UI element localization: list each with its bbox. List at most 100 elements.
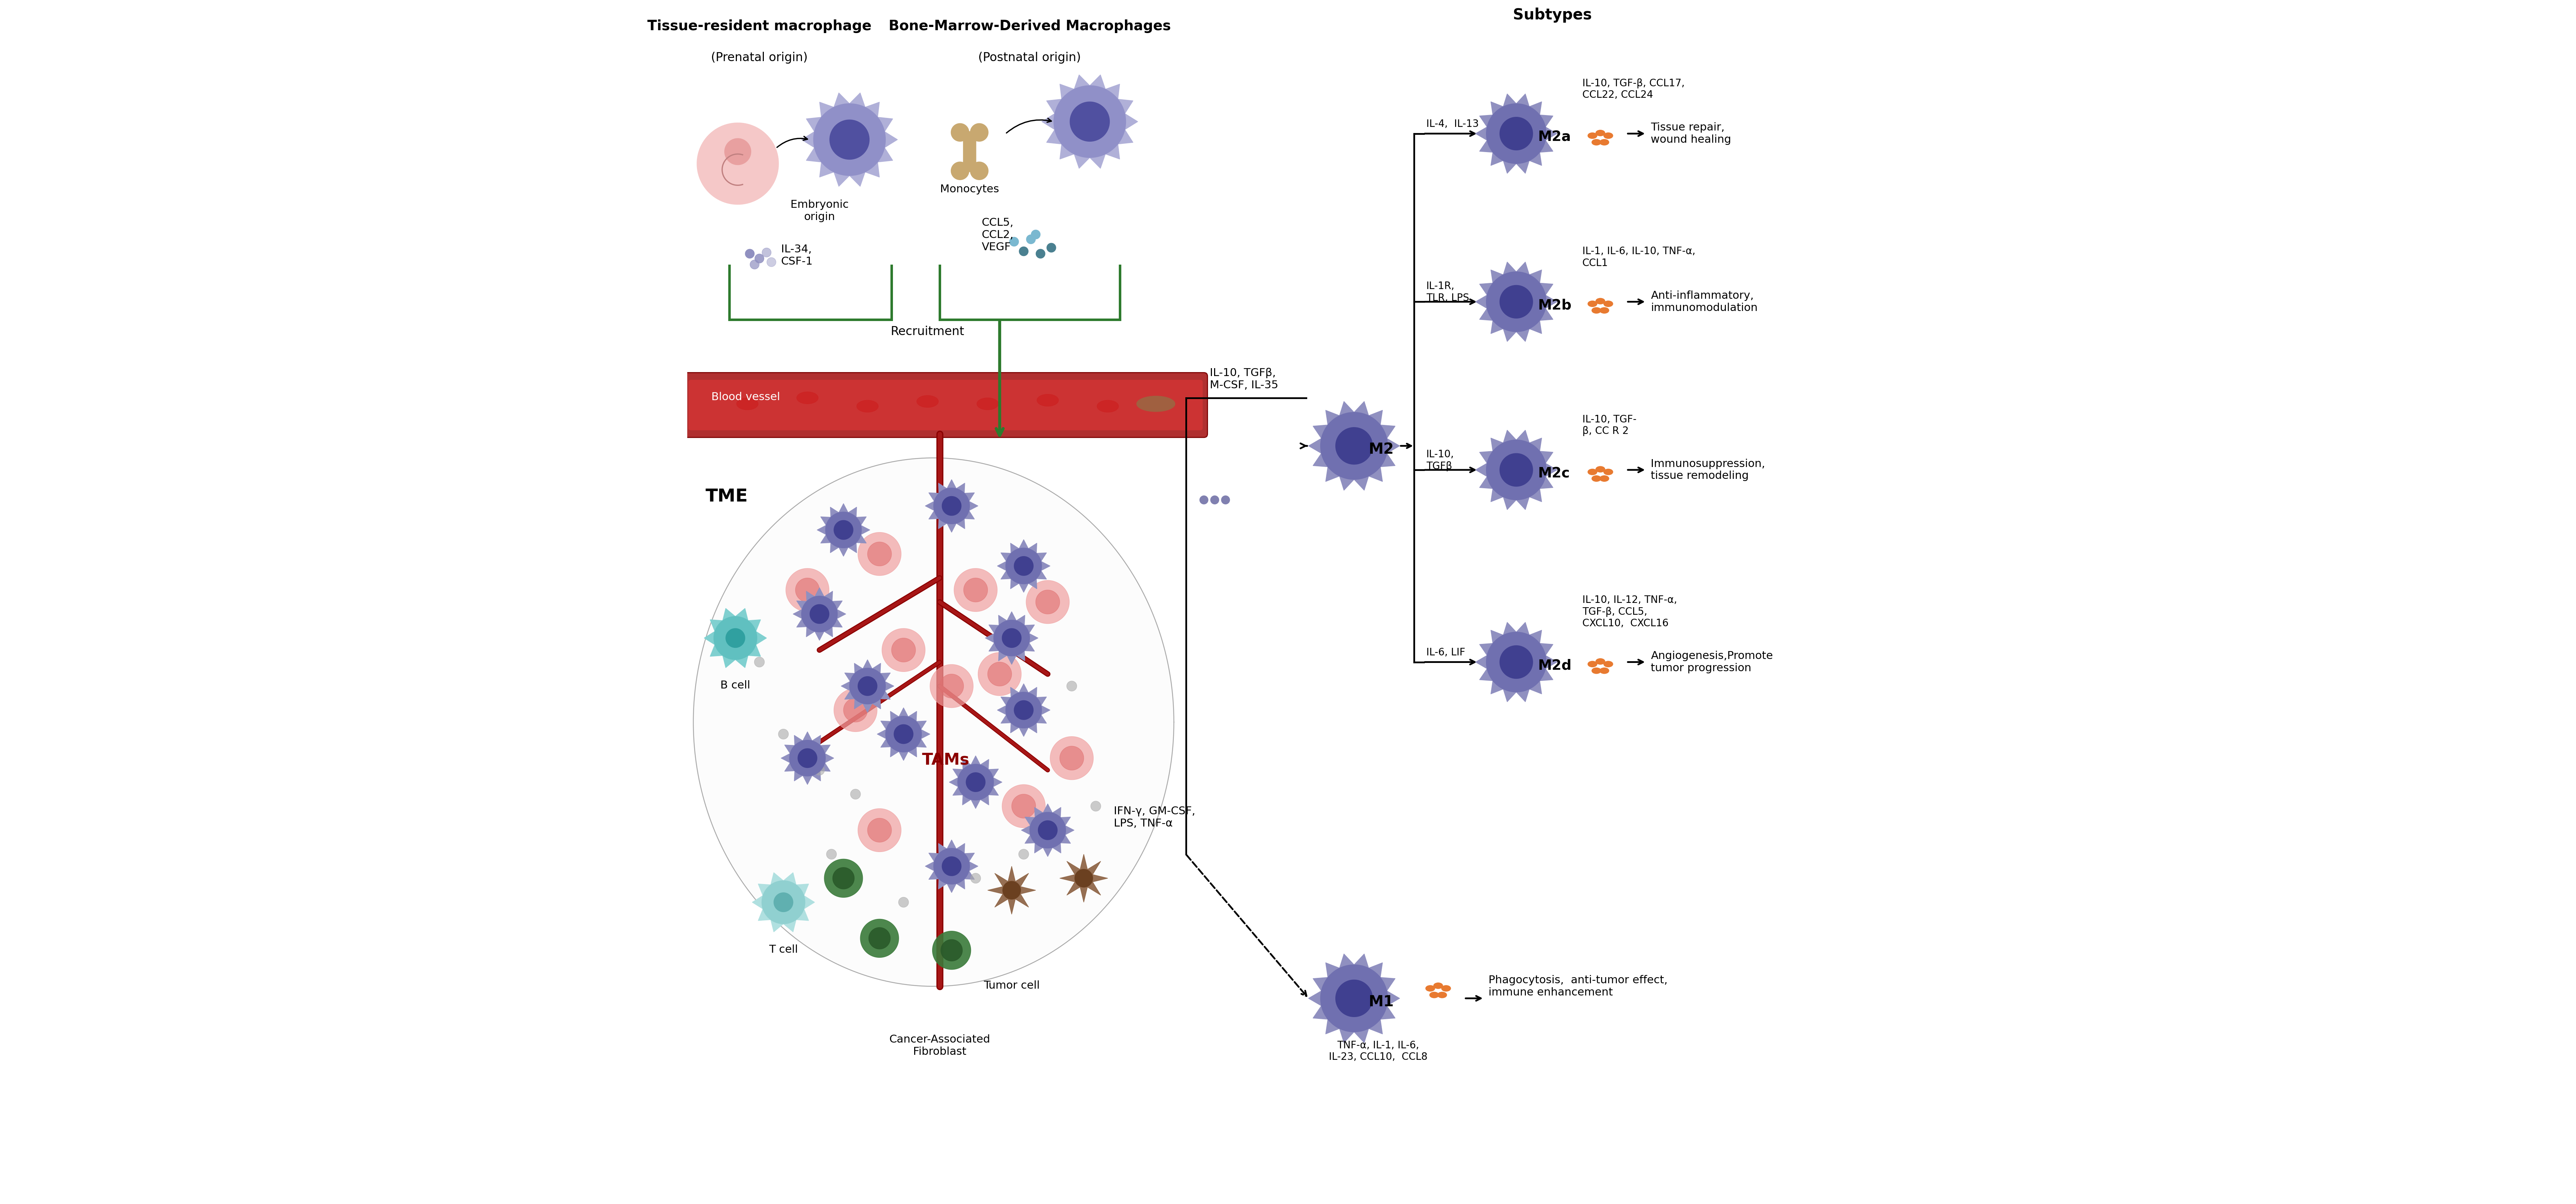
Ellipse shape <box>1595 466 1605 472</box>
FancyBboxPatch shape <box>683 372 1208 437</box>
Polygon shape <box>958 765 994 801</box>
Polygon shape <box>994 620 1030 656</box>
Polygon shape <box>1476 262 1556 342</box>
Polygon shape <box>1074 869 1092 887</box>
Polygon shape <box>1002 881 1020 899</box>
Polygon shape <box>814 765 824 775</box>
Polygon shape <box>951 123 969 141</box>
Polygon shape <box>868 819 891 843</box>
Text: M2d: M2d <box>1538 659 1571 673</box>
Ellipse shape <box>1587 301 1597 307</box>
Text: Tissue repair,
wound healing: Tissue repair, wound healing <box>1651 123 1731 144</box>
Polygon shape <box>1211 496 1218 504</box>
Polygon shape <box>951 161 969 179</box>
Polygon shape <box>842 660 894 713</box>
Polygon shape <box>940 939 963 961</box>
Polygon shape <box>933 488 969 524</box>
Polygon shape <box>987 662 1012 686</box>
Polygon shape <box>842 698 868 722</box>
Polygon shape <box>799 749 817 768</box>
Polygon shape <box>1036 249 1046 259</box>
Polygon shape <box>829 120 868 159</box>
Polygon shape <box>1030 230 1041 240</box>
Polygon shape <box>930 665 974 708</box>
Polygon shape <box>1020 804 1074 856</box>
Polygon shape <box>1221 496 1229 504</box>
Polygon shape <box>1309 954 1399 1043</box>
Polygon shape <box>858 809 902 851</box>
Polygon shape <box>1200 496 1208 504</box>
Polygon shape <box>925 840 979 892</box>
Polygon shape <box>750 260 760 268</box>
Text: TME: TME <box>706 488 747 506</box>
Text: Embryonic
origin: Embryonic origin <box>791 200 848 223</box>
Ellipse shape <box>1592 668 1602 674</box>
Polygon shape <box>796 578 819 602</box>
Polygon shape <box>860 919 899 957</box>
Text: IL-10, TGF-β, CCL17,
CCL22, CCL24: IL-10, TGF-β, CCL17, CCL22, CCL24 <box>1582 78 1685 100</box>
Polygon shape <box>824 858 863 897</box>
Ellipse shape <box>1592 140 1602 146</box>
Polygon shape <box>899 897 909 908</box>
Ellipse shape <box>1587 661 1597 667</box>
Polygon shape <box>1005 548 1041 584</box>
Polygon shape <box>762 248 770 258</box>
Polygon shape <box>876 708 930 761</box>
Polygon shape <box>1015 556 1033 576</box>
Text: M2b: M2b <box>1538 299 1571 312</box>
Ellipse shape <box>858 400 878 412</box>
Polygon shape <box>948 756 1002 809</box>
Polygon shape <box>762 880 806 923</box>
Polygon shape <box>1486 632 1546 692</box>
Text: Subtypes: Subtypes <box>1512 7 1592 23</box>
Polygon shape <box>1046 243 1056 253</box>
Polygon shape <box>971 161 989 179</box>
Polygon shape <box>850 668 886 704</box>
Ellipse shape <box>1605 661 1613 667</box>
Polygon shape <box>1066 681 1077 691</box>
Text: Angiogenesis,Promote
tumor progression: Angiogenesis,Promote tumor progression <box>1651 651 1772 673</box>
Text: Tissue-resident macrophage: Tissue-resident macrophage <box>647 19 871 34</box>
Polygon shape <box>1499 117 1533 150</box>
Polygon shape <box>1041 75 1139 169</box>
Text: Anti-inflammatory,
immunomodulation: Anti-inflammatory, immunomodulation <box>1651 290 1757 313</box>
Ellipse shape <box>1038 394 1059 406</box>
Polygon shape <box>894 725 912 744</box>
Text: M1: M1 <box>1368 995 1394 1009</box>
Text: Recruitment: Recruitment <box>891 326 963 337</box>
Text: IFN-γ, GM-CSF,
LPS, TNF-α: IFN-γ, GM-CSF, LPS, TNF-α <box>1113 807 1195 828</box>
Text: IL-10,
TGFβ: IL-10, TGFβ <box>1427 449 1453 471</box>
Polygon shape <box>1486 439 1546 500</box>
Polygon shape <box>755 657 765 667</box>
Ellipse shape <box>1425 985 1435 991</box>
Polygon shape <box>1018 849 1028 860</box>
Polygon shape <box>801 93 896 187</box>
Polygon shape <box>698 123 778 205</box>
Ellipse shape <box>1443 985 1450 991</box>
Polygon shape <box>997 539 1051 592</box>
FancyBboxPatch shape <box>963 131 976 172</box>
Ellipse shape <box>1587 470 1597 474</box>
Ellipse shape <box>1592 307 1602 313</box>
Polygon shape <box>801 596 837 632</box>
Text: IL-10, TGFβ,
M-CSF, IL-35: IL-10, TGFβ, M-CSF, IL-35 <box>1211 367 1278 390</box>
Ellipse shape <box>737 397 757 409</box>
Ellipse shape <box>1592 476 1602 482</box>
Ellipse shape <box>1097 400 1118 412</box>
Polygon shape <box>933 848 969 884</box>
Polygon shape <box>963 578 987 602</box>
Polygon shape <box>693 458 1175 986</box>
Polygon shape <box>997 684 1051 737</box>
Text: IL-1R,
TLR, LPS: IL-1R, TLR, LPS <box>1427 282 1468 303</box>
Text: IL-6, LIF: IL-6, LIF <box>1427 648 1466 657</box>
Text: IL-1, IL-6, IL-10, TNF-α,
CCL1: IL-1, IL-6, IL-10, TNF-α, CCL1 <box>1582 247 1695 268</box>
Ellipse shape <box>1595 659 1605 665</box>
Text: B cell: B cell <box>721 680 750 690</box>
Polygon shape <box>817 503 871 556</box>
Polygon shape <box>1486 104 1546 164</box>
Ellipse shape <box>1600 307 1610 313</box>
FancyBboxPatch shape <box>688 379 1203 430</box>
Ellipse shape <box>1587 132 1597 138</box>
Ellipse shape <box>1605 301 1613 307</box>
Polygon shape <box>824 512 860 548</box>
